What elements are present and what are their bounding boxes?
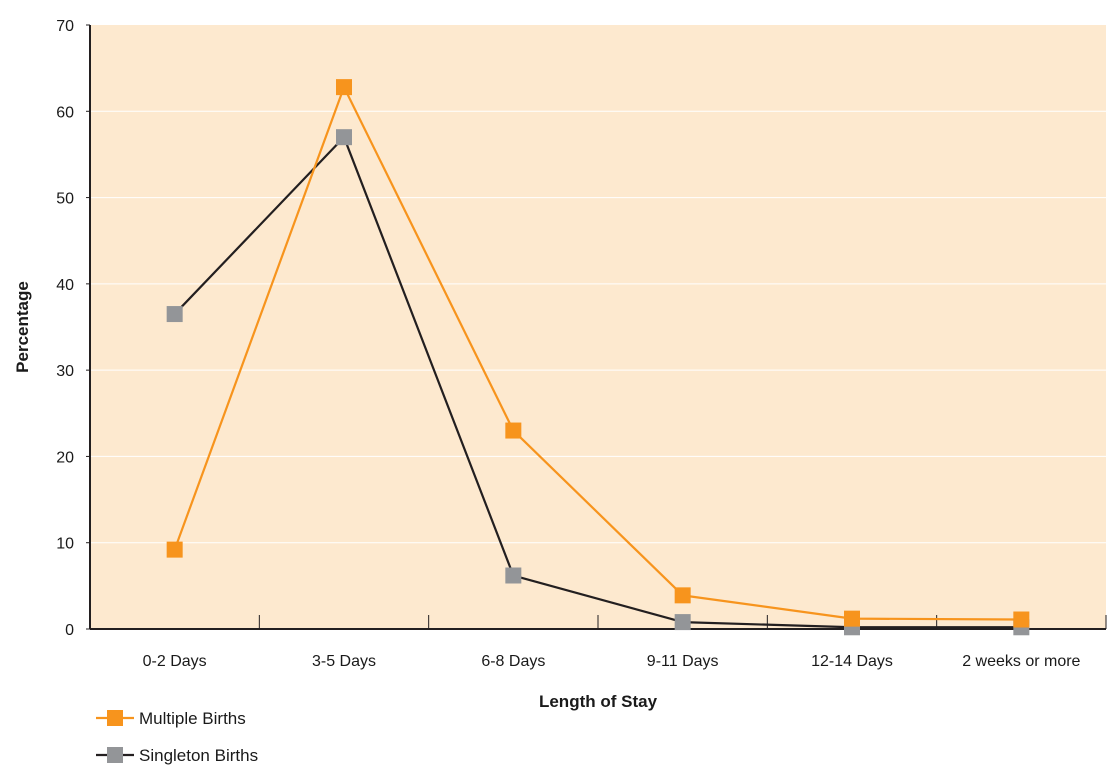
y-tick-label: 0: [65, 622, 74, 639]
data-point: [505, 567, 522, 584]
y-tick-label: 60: [56, 104, 74, 121]
x-axis-title: Length of Stay: [539, 692, 658, 711]
y-tick-label: 10: [56, 536, 74, 553]
data-point: [336, 79, 352, 96]
y-tick-label: 70: [56, 18, 74, 35]
legend-marker: [107, 747, 123, 763]
x-tick-labels: 0-2 Days 3-5 Days 6-8 Days 9-11 Days 12-14 D…: [143, 615, 1107, 670]
x-tick-label: 0-2 Days: [143, 653, 207, 670]
data-point: [336, 129, 352, 146]
series-line: [173, 86, 1022, 621]
y-tick-labels: 0 10 20 30 40 50 60 70: [56, 18, 90, 639]
legend: Multiple Births Singleton Births: [96, 709, 258, 765]
data-point: [674, 614, 691, 631]
y-tick-label: 20: [56, 449, 74, 466]
data-point: [674, 587, 691, 604]
y-tick-label: 40: [56, 277, 74, 294]
data-point: [1013, 611, 1030, 628]
data-point: [505, 422, 522, 439]
legend-label: Singleton Births: [139, 746, 258, 765]
legend-marker: [107, 710, 123, 726]
gridlines: [90, 110, 1106, 544]
x-tick-label: 12-14 Days: [811, 653, 893, 670]
y-tick-label: 50: [56, 191, 74, 208]
x-tick-label: 6-8 Days: [481, 653, 545, 670]
x-tick-label: 3-5 Days: [312, 653, 376, 670]
series-layer: [166, 79, 1030, 636]
data-point: [844, 610, 860, 627]
y-axis-title: Percentage: [13, 281, 32, 373]
x-tick-label: 9-11 Days: [647, 653, 719, 670]
data-point: [166, 306, 183, 323]
plot-area: [90, 25, 1106, 629]
legend-label: Multiple Births: [139, 709, 246, 728]
x-tick-label: 2 weeks or more: [962, 653, 1080, 670]
data-point: [166, 541, 183, 558]
y-tick-label: 30: [56, 363, 74, 380]
